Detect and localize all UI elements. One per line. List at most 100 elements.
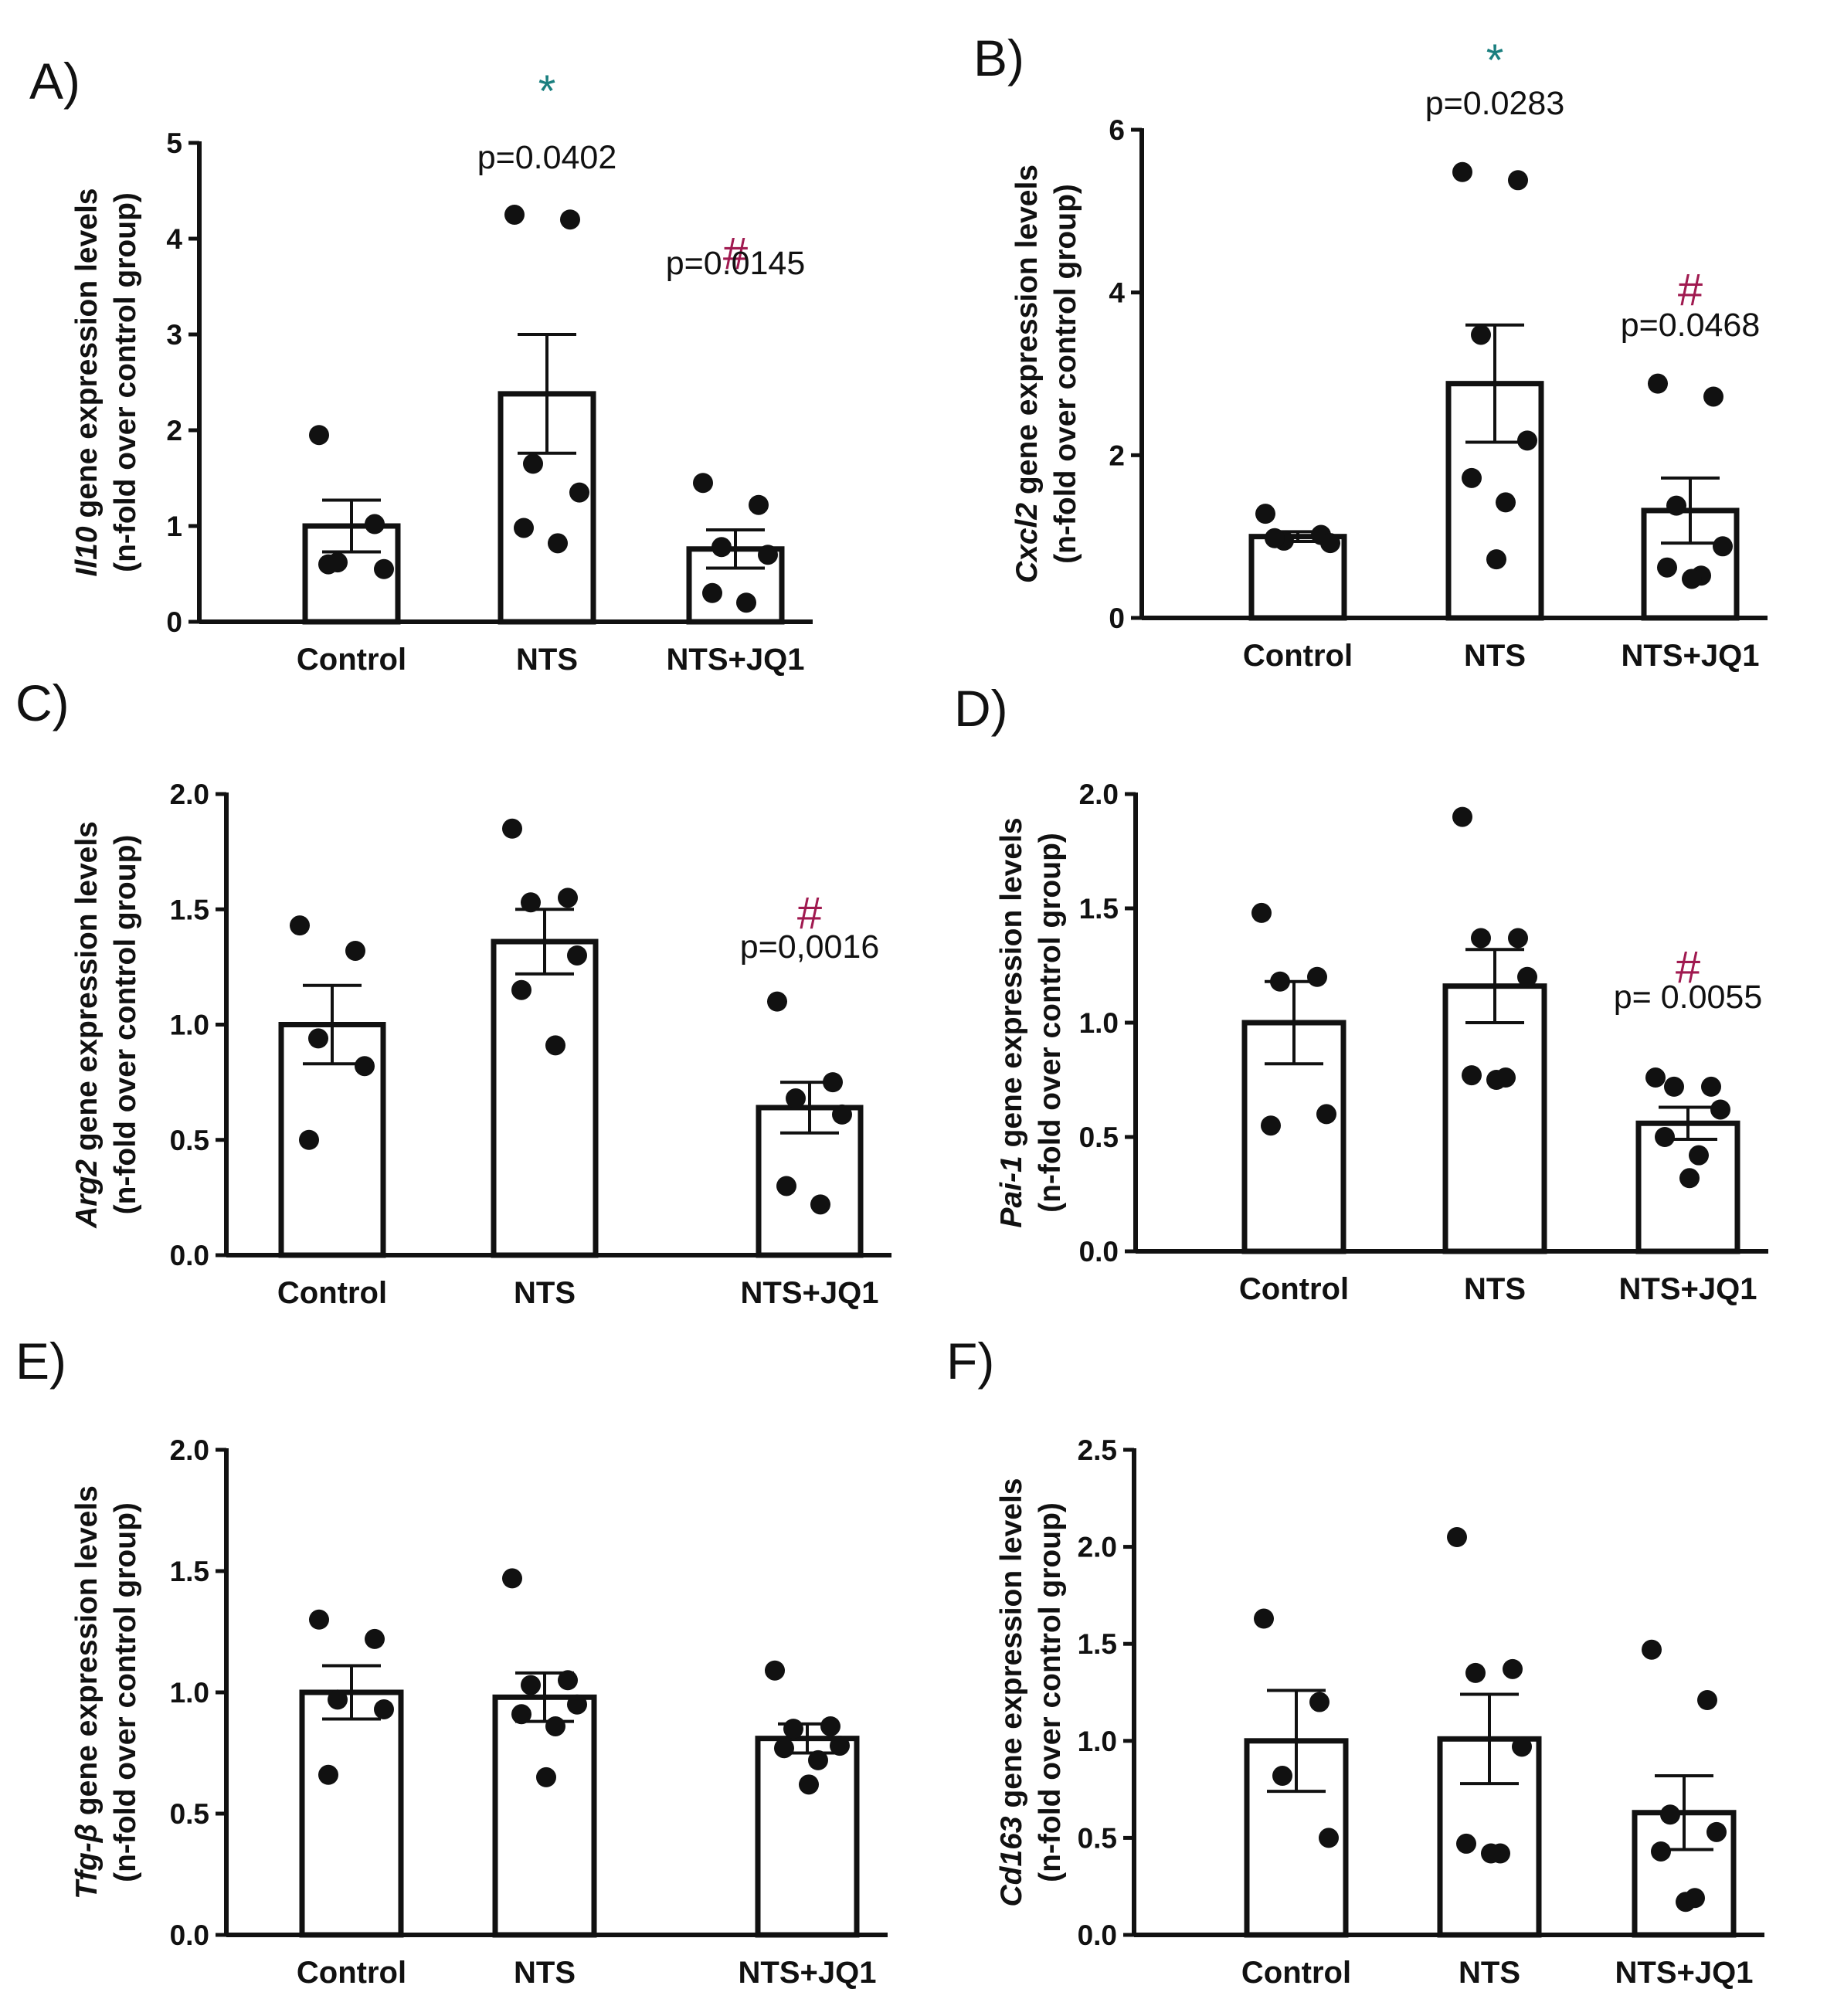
data-point: [1657, 557, 1677, 578]
data-point: [1676, 1892, 1696, 1912]
ylabel-text: gene expression levels: [995, 1478, 1028, 1817]
data-point: [1319, 1828, 1339, 1848]
significance-hash: #: [1678, 265, 1703, 315]
data-point: [749, 494, 769, 515]
data-point: [1316, 1104, 1336, 1125]
y-axis-label: Arg2 gene expression levels: [70, 821, 104, 1229]
y-tick-label: 0: [166, 606, 182, 638]
data-point: [711, 537, 732, 558]
panel-letter: F): [946, 1332, 994, 1390]
data-point: [1471, 928, 1491, 949]
category-label: Control: [1239, 1272, 1349, 1306]
data-point: [355, 1056, 375, 1077]
data-point: [560, 209, 580, 230]
data-point: [536, 1767, 556, 1787]
data-point: [1703, 386, 1723, 407]
data-point: [1503, 1658, 1523, 1679]
panel-b: B) 0 2 4 6 Control NTS NTS+JQ1 Cxcl2 gene expres…: [973, 29, 1768, 673]
category-label: NTS+JQ1: [1619, 1272, 1757, 1306]
data-point: [1465, 1662, 1486, 1683]
data-point: [1648, 373, 1668, 394]
y-tick-label: 3: [166, 319, 182, 351]
data-point: [558, 888, 578, 908]
data-point: [702, 582, 722, 603]
data-point: [1642, 1639, 1662, 1660]
y-tick-label: 0.5: [170, 1798, 209, 1830]
data-point: [1682, 568, 1702, 589]
data-point: [1270, 971, 1290, 992]
y-tick-label: 0.5: [1078, 1822, 1117, 1854]
data-point: [502, 818, 522, 839]
data-point: [1517, 966, 1537, 987]
data-point: [523, 453, 543, 474]
y-tick-label: 0.0: [170, 1240, 209, 1271]
y-axis-label-line2: (n-fold over control group): [1034, 833, 1067, 1213]
category-label: NTS+JQ1: [667, 643, 805, 677]
p-value-label: p=0.0468: [1621, 307, 1761, 344]
y-axis-label-line2: (n-fold over control group): [1034, 1502, 1067, 1882]
y-tick-label: 0.5: [170, 1125, 209, 1156]
data-point: [545, 1035, 565, 1056]
data-point: [308, 1028, 328, 1049]
data-point: [1512, 1736, 1532, 1757]
data-point: [1265, 528, 1285, 548]
ylabel-text: gene expression levels: [70, 1485, 104, 1824]
data-point: [1706, 1821, 1727, 1842]
data-point: [521, 892, 541, 913]
data-point: [1689, 1145, 1709, 1166]
y-tick-label: 1.5: [170, 894, 209, 925]
data-point: [567, 1694, 587, 1715]
data-point: [290, 915, 310, 936]
data-point: [1508, 928, 1528, 949]
y-tick-label: 2.0: [1079, 779, 1119, 810]
ylabel-text: gene expression levels: [70, 188, 104, 527]
data-point: [783, 1719, 803, 1739]
data-point: [1651, 1841, 1671, 1862]
significance-asterisk: *: [538, 66, 556, 117]
gene-name: Cxcl2: [1010, 503, 1044, 583]
bar: [755, 1736, 860, 1938]
data-point: [1679, 1168, 1700, 1189]
y-tick-label: 4: [166, 223, 182, 255]
y-tick-label: 2.5: [1078, 1434, 1117, 1466]
data-point: [514, 518, 534, 538]
panel-letter: B): [973, 29, 1024, 87]
data-point: [1471, 324, 1491, 345]
y-tick-label: 5: [166, 127, 182, 159]
data-point: [786, 1088, 806, 1109]
data-point: [569, 482, 589, 503]
y-tick-label: 2: [1109, 440, 1125, 471]
data-point: [511, 979, 531, 1000]
p-value-label: p=0.0283: [1425, 85, 1565, 122]
panel-letter: E): [15, 1332, 66, 1390]
data-point: [318, 1764, 338, 1785]
y-axis-label: Tfg-β gene expression levels: [70, 1485, 104, 1899]
y-axis-label: Il10 gene expression levels: [70, 188, 104, 577]
data-point: [567, 945, 587, 966]
y-tick-label: 1.0: [1079, 1007, 1119, 1039]
data-point: [736, 592, 756, 613]
data-point: [1261, 1115, 1281, 1136]
ylabel-text: gene expression levels: [995, 817, 1028, 1156]
bar: [299, 1689, 404, 1938]
data-point: [1697, 1690, 1717, 1711]
data-point: [1251, 902, 1272, 923]
data-point: [1655, 1127, 1675, 1147]
data-point: [511, 1704, 531, 1725]
p-value-label: p=0.0402: [477, 139, 617, 176]
data-point: [309, 425, 329, 446]
bar: [492, 1694, 597, 1938]
data-point: [1486, 1070, 1506, 1090]
panel-f: F) 0.0 0.5 1.0 1.5 2.0 2.5 Control NTS NTS+JQ1 Cd1…: [946, 1332, 1764, 1990]
y-tick-label: 0.0: [1078, 1919, 1117, 1951]
data-point: [365, 514, 385, 535]
y-tick-label: 1: [166, 511, 182, 542]
data-point: [808, 1750, 828, 1770]
data-point: [1645, 1067, 1666, 1088]
data-point: [328, 1689, 348, 1710]
data-point: [832, 1104, 852, 1125]
y-tick-label: 2.0: [170, 1434, 209, 1466]
p-value-label: p=0,0016: [740, 928, 880, 966]
data-point: [1660, 1804, 1680, 1825]
data-point: [1309, 1692, 1330, 1712]
